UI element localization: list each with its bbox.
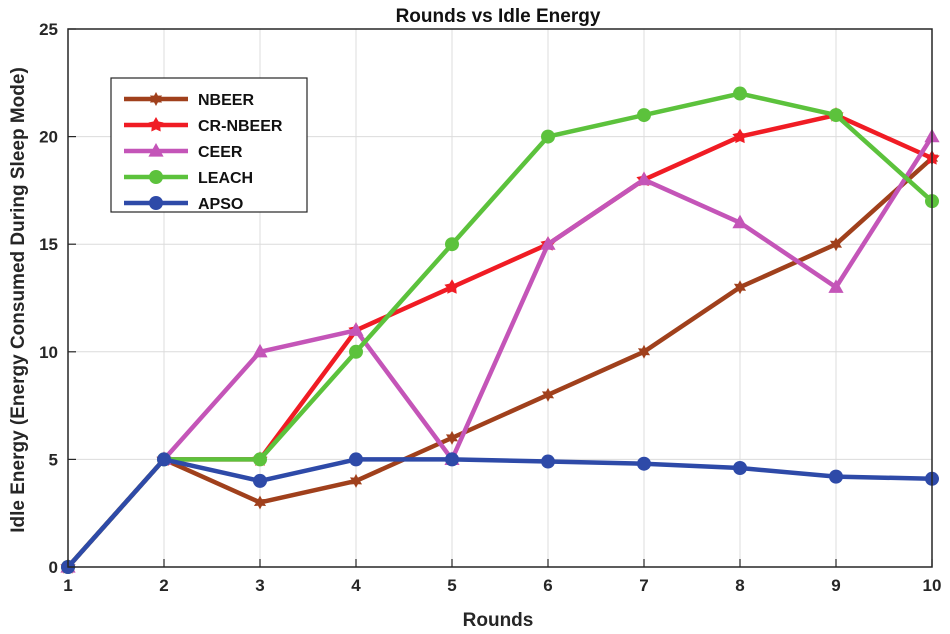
data-point-leach <box>637 108 651 123</box>
data-point-nbeer <box>445 430 459 445</box>
x-tick-label: 6 <box>543 576 552 595</box>
series-line-nbeer <box>65 155 935 570</box>
legend-label: CR-NBEER <box>198 118 283 135</box>
x-tick-label: 3 <box>255 576 264 595</box>
chart-title: Rounds vs Idle Energy <box>396 6 601 27</box>
data-point-leach <box>733 86 747 101</box>
y-tick-label: 15 <box>39 235 58 254</box>
legend: NBEER CR-NBEER CEER LEACH APSO <box>110 77 308 213</box>
legend-marker <box>148 143 164 157</box>
legend-label: CEER <box>198 144 243 161</box>
data-point-nbeer <box>637 344 651 359</box>
data-point-ceer <box>828 279 844 293</box>
data-point-apso <box>733 461 747 476</box>
data-point-apso <box>829 469 843 484</box>
y-tick-label: 10 <box>39 343 58 362</box>
data-point-nbeer <box>733 280 747 295</box>
legend-marker <box>149 170 163 184</box>
data-point-cr-nbeer <box>732 128 748 144</box>
data-point-leach <box>445 237 459 252</box>
data-point-nbeer <box>829 237 843 252</box>
y-tick-label: 20 <box>39 128 58 147</box>
legend-item-ceer: CEER <box>124 143 243 161</box>
data-point-leach <box>541 129 555 144</box>
legend-item-cr-nbeer: CR-NBEER <box>124 117 283 135</box>
legend-label: NBEER <box>198 92 254 109</box>
data-point-apso <box>637 456 651 471</box>
data-point-cr-nbeer <box>444 279 460 294</box>
data-point-ceer <box>636 171 652 186</box>
plot-frame <box>67 28 933 568</box>
legend-marker <box>148 117 164 132</box>
tick-layer: 1 2 3 4 5 6 7 8 9 10 0 5 10 15 20 25 <box>39 20 941 595</box>
data-point-apso <box>445 452 459 467</box>
legend-item-leach: LEACH <box>124 170 253 187</box>
data-point-ceer <box>348 322 364 336</box>
x-tick-label: 9 <box>831 576 840 595</box>
series-line-ceer <box>65 134 935 570</box>
x-tick-label: 10 <box>923 576 942 595</box>
x-tick-label: 1 <box>63 576 72 595</box>
data-point-apso <box>541 454 555 469</box>
x-axis-title: Rounds <box>463 610 534 631</box>
x-tick-label: 7 <box>639 576 648 595</box>
y-tick-label: 5 <box>49 450 58 469</box>
data-point-nbeer <box>541 387 555 402</box>
y-axis-title: Idle Energy (Energy Consumed During Slee… <box>8 67 29 533</box>
series-layer <box>60 86 940 574</box>
series-line-apso <box>65 457 935 570</box>
data-point-nbeer <box>349 473 363 488</box>
data-point-apso <box>253 473 267 488</box>
data-point-ceer <box>252 343 268 358</box>
x-tick-label: 5 <box>447 576 456 595</box>
legend-label: APSO <box>198 196 243 213</box>
data-point-apso <box>349 452 363 467</box>
legend-marker <box>149 196 163 210</box>
x-tick-label: 8 <box>735 576 744 595</box>
data-point-leach <box>349 344 363 359</box>
legend-item-nbeer: NBEER <box>124 92 254 109</box>
data-point-leach <box>829 108 843 123</box>
data-point-apso <box>157 452 171 467</box>
x-tick-label: 2 <box>159 576 168 595</box>
data-point-ceer <box>732 214 748 229</box>
legend-label: LEACH <box>198 170 253 187</box>
legend-item-apso: APSO <box>124 196 243 213</box>
series-line-leach <box>65 91 935 570</box>
legend-items: NBEER CR-NBEER CEER LEACH APSO <box>124 92 283 213</box>
y-tick-label: 25 <box>39 20 58 39</box>
data-point-ceer <box>540 236 556 250</box>
data-point-leach <box>253 452 267 467</box>
y-tick-label: 0 <box>49 558 58 577</box>
legend-marker <box>149 92 163 106</box>
x-tick-label: 4 <box>351 576 361 595</box>
data-point-nbeer <box>253 495 267 510</box>
